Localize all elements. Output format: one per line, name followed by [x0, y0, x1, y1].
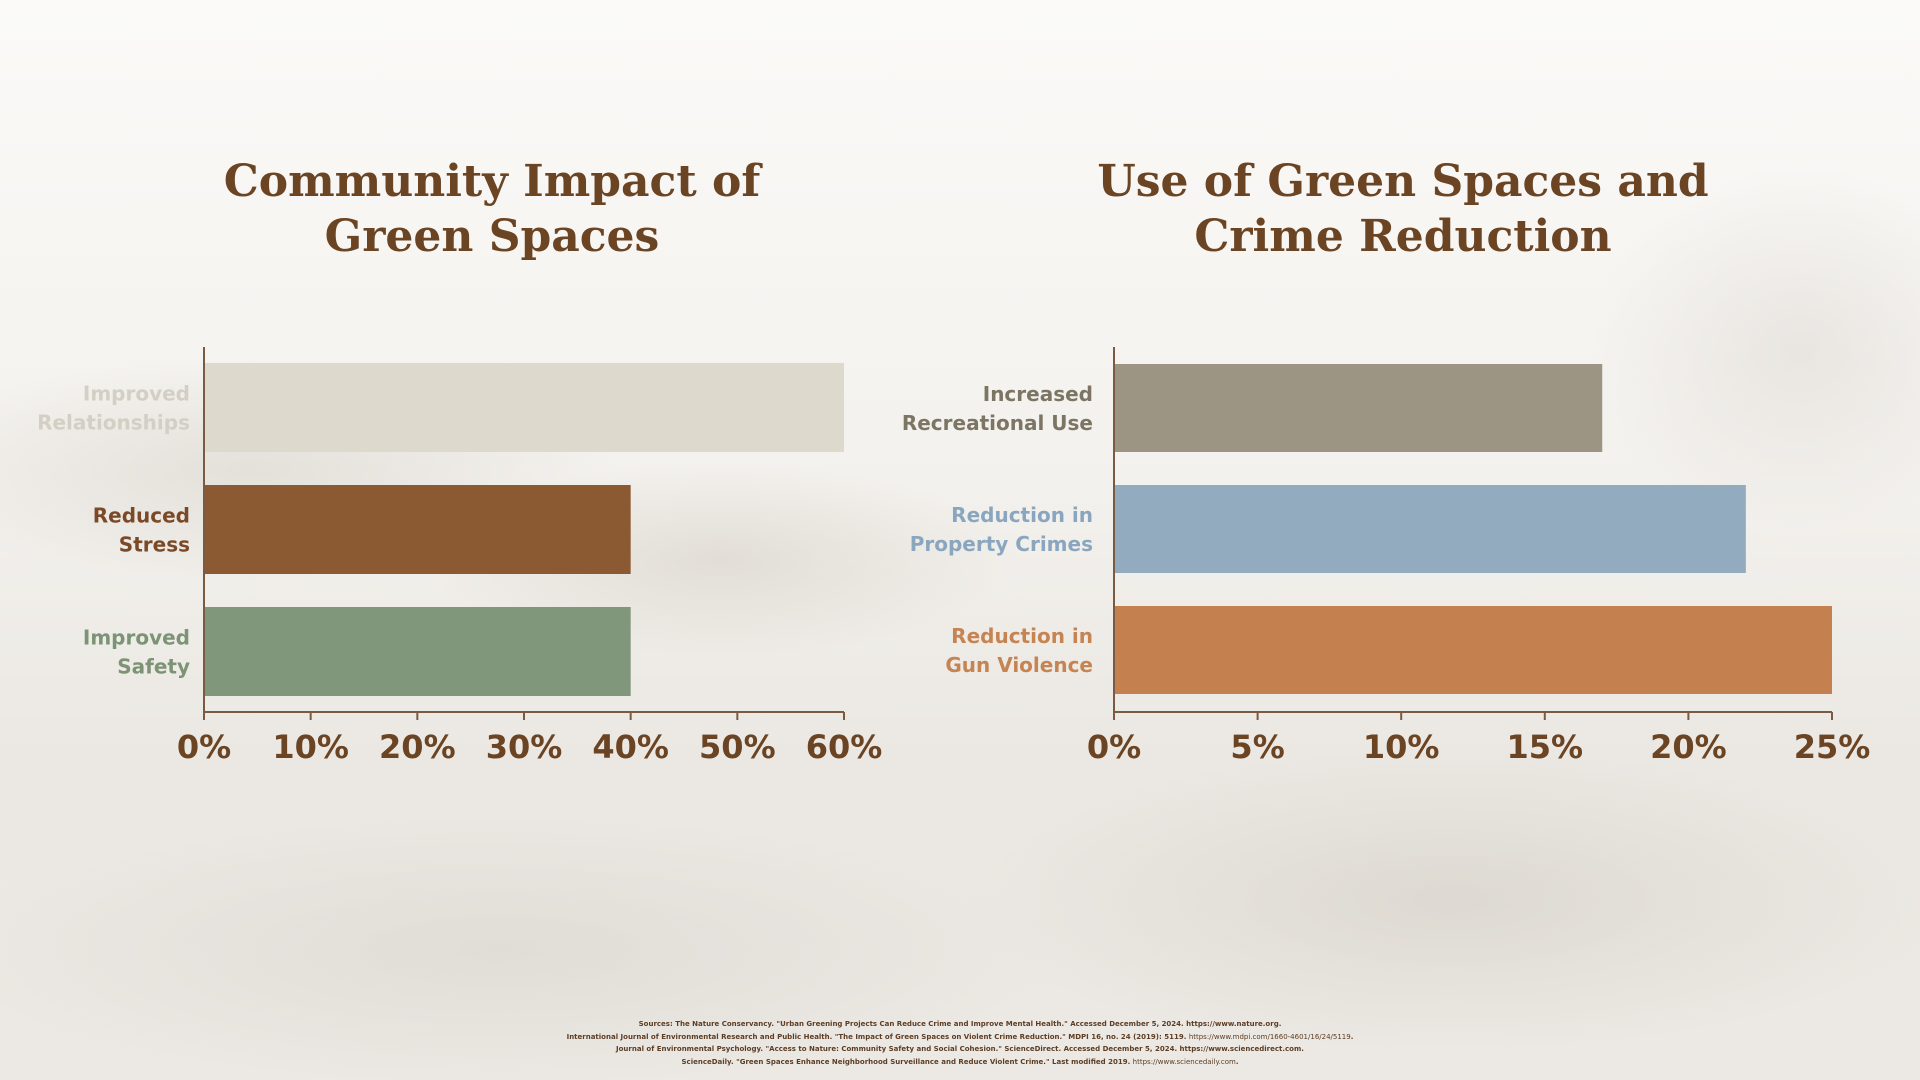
category-label: Increased Recreational Use — [902, 382, 1093, 435]
category-label: Improved Relationships — [37, 382, 190, 435]
x-tick-label: 20% — [1650, 728, 1727, 766]
source-line-1: Sources: The Nature Conservancy. "Urban … — [638, 1020, 1282, 1028]
x-tick-label: 40% — [592, 728, 669, 766]
category-label: Reduction in Property Crimes — [910, 503, 1093, 556]
x-tick-label: 10% — [272, 728, 349, 766]
chart-title-line: Green Spaces — [325, 211, 660, 262]
x-tick-label: 20% — [379, 728, 456, 766]
x-tick-label: 60% — [806, 728, 883, 766]
chart-title-line: Crime Reduction — [1194, 211, 1611, 262]
category-label-line: Stress — [119, 533, 190, 557]
source-line-3: Journal of Environmental Psychology. "Ac… — [616, 1045, 1304, 1053]
source-1-text: Sources: The Nature Conservancy. "Urban … — [638, 1020, 1184, 1028]
category-label: Improved Safety — [83, 626, 190, 679]
category-label-line: Improved — [83, 626, 190, 650]
x-tick-label: 10% — [1363, 728, 1440, 766]
category-label: Reduced Stress — [93, 504, 190, 557]
source-4-link[interactable]: https://www.sciencedaily.com — [1132, 1057, 1236, 1066]
source-3-text: Journal of Environmental Psychology. "Ac… — [616, 1045, 1178, 1053]
bar — [1114, 485, 1746, 573]
x-tick-label: 25% — [1794, 728, 1871, 766]
source-3-link[interactable]: https://www.sciencedirect.com — [1179, 1045, 1302, 1053]
x-tick-label: 0% — [177, 728, 231, 766]
x-tick-label: 30% — [486, 728, 563, 766]
category-label: Reduction in Gun Violence — [945, 624, 1093, 677]
category-label-line: Reduction in — [951, 624, 1093, 648]
category-label-line: Increased — [983, 382, 1093, 406]
x-tick-label: 50% — [699, 728, 776, 766]
chart-title: Community Impact of Green Spaces — [224, 156, 764, 262]
category-label-line: Safety — [117, 655, 190, 679]
category-label-line: Property Crimes — [910, 532, 1093, 556]
source-1-link[interactable]: https://www.nature.org — [1186, 1020, 1279, 1028]
bar — [204, 363, 844, 452]
x-tick-label: 0% — [1087, 728, 1141, 766]
source-line-4: ScienceDaily. "Green Spaces Enhance Neig… — [681, 1057, 1239, 1066]
category-label-line: Improved — [83, 382, 190, 406]
x-tick-label: 5% — [1230, 728, 1284, 766]
bar — [204, 485, 631, 574]
x-tick-label: 15% — [1507, 728, 1584, 766]
category-label-line: Gun Violence — [945, 653, 1093, 677]
source-line-2: International Journal of Environmental R… — [566, 1032, 1354, 1041]
category-label-line: Reduced — [93, 504, 190, 528]
source-2-link[interactable]: https://www.mdpi.com/1660-4601/16/24/511… — [1188, 1032, 1351, 1041]
chart-title: Use of Green Spaces and Crime Reduction — [1097, 156, 1708, 262]
category-label-line: Relationships — [37, 411, 190, 435]
source-4-text: ScienceDaily. "Green Spaces Enhance Neig… — [681, 1057, 1131, 1066]
chart-title-line: Community Impact of — [224, 156, 764, 207]
chart-title-line: Use of Green Spaces and — [1097, 156, 1708, 207]
bar — [204, 607, 631, 696]
source-2-text: International Journal of Environmental R… — [566, 1032, 1187, 1041]
sources-footnote: Sources: The Nature Conservancy. "Urban … — [0, 1018, 1920, 1068]
category-label-line: Reduction in — [951, 503, 1093, 527]
bar — [1114, 606, 1832, 694]
bar — [1114, 364, 1603, 452]
category-label-line: Recreational Use — [902, 411, 1093, 435]
chart-2: Use of Green Spaces and Crime Reduction 0%… — [902, 156, 1870, 766]
chart-1: Community Impact of Green Spaces 0% 10% 20% 3… — [37, 156, 882, 766]
